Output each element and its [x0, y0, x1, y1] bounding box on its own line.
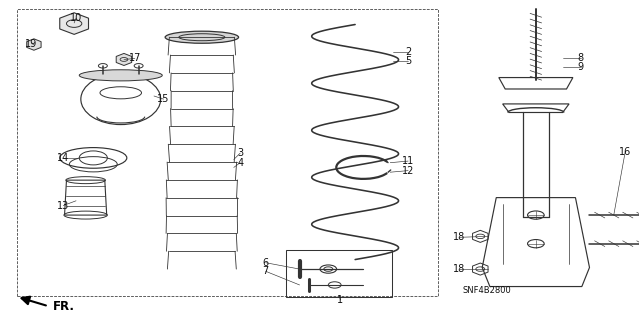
Text: 18: 18	[453, 232, 465, 242]
Text: 13: 13	[57, 201, 69, 211]
Polygon shape	[60, 13, 88, 34]
Text: 17: 17	[129, 54, 141, 63]
Text: 5: 5	[405, 56, 412, 66]
Text: 16: 16	[619, 146, 632, 157]
Text: 7: 7	[262, 266, 269, 276]
Text: 12: 12	[402, 166, 414, 176]
Polygon shape	[116, 53, 132, 65]
Text: 2: 2	[405, 47, 412, 56]
Text: 3: 3	[237, 148, 243, 158]
Text: FR.: FR.	[53, 300, 75, 313]
Text: 11: 11	[402, 156, 414, 166]
Text: 10: 10	[70, 13, 82, 23]
Text: 4: 4	[237, 158, 243, 168]
Text: 1: 1	[337, 295, 344, 305]
Text: 8: 8	[577, 53, 584, 63]
Text: 15: 15	[157, 94, 170, 104]
Text: SNF4B2800: SNF4B2800	[463, 286, 512, 295]
Text: 19: 19	[25, 39, 38, 48]
Polygon shape	[27, 39, 41, 50]
Text: 18: 18	[453, 264, 465, 274]
Text: 9: 9	[577, 63, 584, 72]
Ellipse shape	[79, 70, 163, 81]
Ellipse shape	[165, 31, 239, 43]
Text: 6: 6	[262, 258, 269, 268]
Text: 14: 14	[57, 153, 69, 163]
